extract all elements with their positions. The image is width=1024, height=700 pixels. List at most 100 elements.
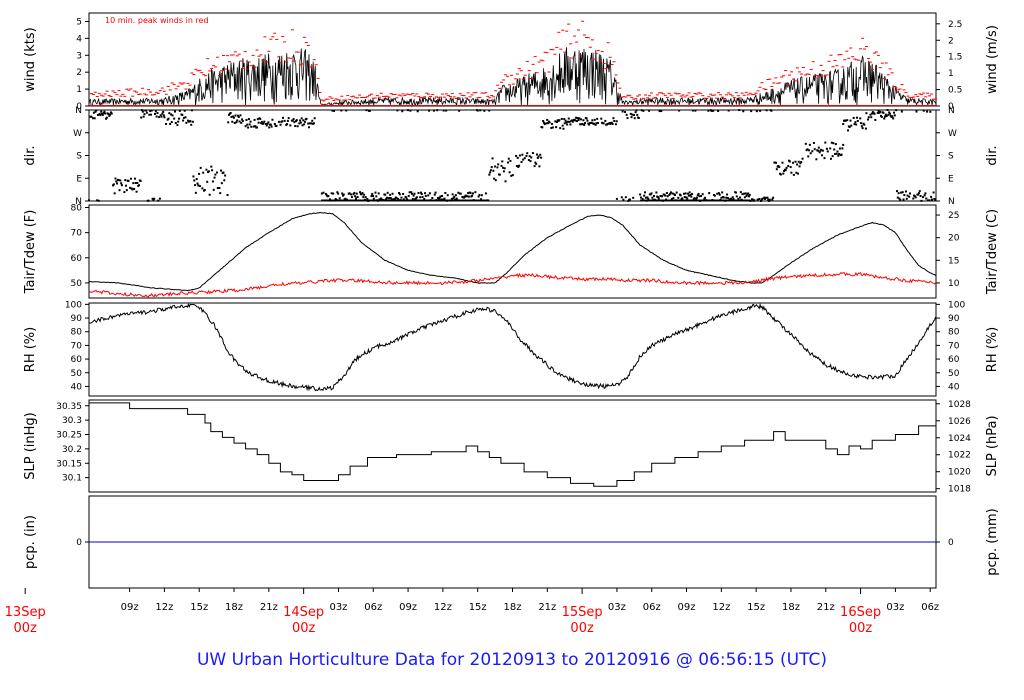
dir-point bbox=[892, 111, 895, 114]
dir-point bbox=[428, 109, 431, 112]
dir-point bbox=[523, 157, 526, 160]
dir-point bbox=[675, 191, 678, 194]
dir-point bbox=[818, 151, 821, 154]
dir-point bbox=[698, 195, 701, 198]
dir-point bbox=[219, 192, 222, 195]
dir-point bbox=[558, 119, 561, 122]
dir-point bbox=[883, 117, 886, 120]
dir-point bbox=[594, 123, 597, 126]
dir-point bbox=[413, 192, 416, 195]
dir-point bbox=[912, 197, 915, 200]
tick-label-right: 25 bbox=[948, 211, 959, 221]
dir-point bbox=[747, 192, 750, 195]
tick-label-left: S bbox=[76, 152, 82, 162]
time-tick-label: 09z bbox=[678, 602, 696, 613]
dir-point bbox=[400, 196, 403, 199]
dir-point bbox=[874, 118, 877, 121]
dir-point bbox=[118, 189, 121, 192]
dir-point bbox=[688, 191, 691, 194]
series-tdew bbox=[88, 271, 937, 298]
dir-point bbox=[506, 161, 509, 164]
dir-point bbox=[820, 148, 823, 151]
dir-point bbox=[551, 122, 554, 125]
dir-point bbox=[744, 192, 747, 195]
dir-point bbox=[256, 118, 259, 121]
dir-point bbox=[502, 166, 505, 169]
dir-point bbox=[501, 160, 504, 163]
dir-point bbox=[743, 196, 746, 199]
dir-point bbox=[109, 111, 112, 114]
tick-label-left: 30.2 bbox=[62, 445, 82, 455]
ylabel-right-slp: SLP (hPa) bbox=[985, 415, 1000, 476]
dir-point bbox=[433, 193, 436, 196]
dir-point bbox=[611, 123, 614, 126]
dir-point bbox=[206, 180, 209, 183]
dir-point bbox=[93, 117, 96, 120]
dir-point bbox=[95, 109, 98, 112]
dir-point bbox=[867, 116, 870, 119]
dir-point bbox=[96, 114, 99, 117]
dir-point bbox=[651, 196, 654, 199]
ylabel-left-wind: wind (kts) bbox=[23, 27, 38, 91]
dir-point bbox=[563, 122, 566, 125]
dir-point bbox=[420, 193, 423, 196]
dir-point bbox=[174, 121, 177, 124]
dir-point bbox=[742, 110, 745, 113]
dir-point bbox=[493, 177, 496, 180]
dir-point bbox=[134, 181, 137, 184]
dir-point bbox=[452, 197, 455, 200]
dir-point bbox=[808, 149, 811, 152]
dir-point bbox=[694, 109, 697, 112]
dir-point bbox=[583, 123, 586, 126]
dir-point bbox=[885, 115, 888, 118]
dir-point bbox=[190, 123, 193, 126]
dir-point bbox=[545, 122, 548, 125]
dir-point bbox=[491, 157, 494, 160]
dir-point bbox=[273, 123, 276, 126]
tick-label-left: 30.35 bbox=[56, 402, 82, 412]
dir-point bbox=[385, 198, 388, 201]
dir-point bbox=[410, 191, 413, 194]
dir-point bbox=[252, 125, 255, 128]
dir-point bbox=[703, 197, 706, 200]
dir-point bbox=[579, 118, 582, 121]
dir-point bbox=[684, 192, 687, 195]
dir-point bbox=[189, 120, 192, 123]
dir-point bbox=[640, 109, 643, 112]
dir-point bbox=[322, 191, 325, 194]
dir-point bbox=[670, 197, 673, 200]
dir-point bbox=[332, 192, 335, 195]
dir-point bbox=[834, 152, 837, 155]
dir-point bbox=[817, 146, 820, 149]
dir-point bbox=[344, 197, 347, 200]
dir-point bbox=[279, 123, 282, 126]
dir-point bbox=[933, 197, 936, 200]
dir-point bbox=[300, 117, 303, 120]
dir-point bbox=[371, 192, 374, 195]
tick-label-left: 40 bbox=[71, 382, 83, 392]
dir-point bbox=[312, 122, 315, 125]
dir-point bbox=[157, 199, 160, 202]
dir-point bbox=[260, 120, 263, 123]
dir-point bbox=[142, 115, 145, 118]
dir-point bbox=[342, 193, 345, 196]
time-tick-label: 18z bbox=[782, 602, 800, 613]
dir-point bbox=[307, 122, 310, 125]
dir-point bbox=[764, 196, 767, 199]
dir-point bbox=[224, 174, 227, 177]
dir-point bbox=[518, 154, 521, 157]
dir-point bbox=[869, 113, 872, 116]
dir-point bbox=[588, 123, 591, 126]
dir-point bbox=[192, 175, 195, 178]
dir-point bbox=[798, 165, 801, 168]
dir-point bbox=[734, 191, 737, 194]
dir-point bbox=[248, 123, 251, 126]
dir-point bbox=[211, 180, 214, 183]
dir-point bbox=[593, 118, 596, 121]
dir-point bbox=[629, 112, 632, 115]
dir-point bbox=[781, 161, 784, 164]
dir-point bbox=[156, 112, 159, 115]
dir-point bbox=[792, 161, 795, 164]
dir-point bbox=[366, 198, 369, 201]
tick-label-right: 20 bbox=[948, 234, 960, 244]
